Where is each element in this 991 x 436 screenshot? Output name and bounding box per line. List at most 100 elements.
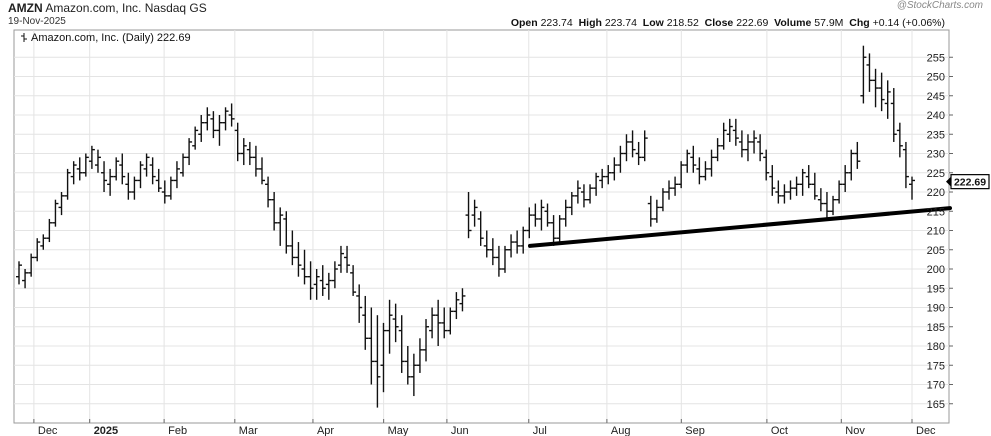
- ohlc-bar: [101, 161, 108, 192]
- ohlc-bar: [471, 199, 478, 227]
- ohlc-bar: [757, 134, 764, 162]
- ohlc-bar: [410, 353, 417, 397]
- ohlc-bar: [58, 192, 65, 216]
- chart-title: AMZN Amazon.com, Inc. Nasdaq GS: [8, 1, 207, 15]
- ohlc-bar: [119, 153, 126, 185]
- ohlc-bar: [702, 161, 709, 181]
- ohlc-bar: [848, 149, 855, 181]
- ohlc-bar: [732, 118, 739, 146]
- ohlc-bar: [380, 322, 387, 393]
- y-tick-label: 245: [927, 91, 945, 103]
- ohlc-bar: [94, 149, 101, 173]
- ohlc-bar: [40, 234, 47, 250]
- ohlc-bar: [605, 165, 612, 185]
- y-tick-label: 250: [927, 72, 945, 84]
- ohlc-bar: [368, 307, 375, 385]
- chart-legend: Amazon.com, Inc. (Daily) 222.69: [19, 32, 191, 44]
- ohlc-bar: [726, 118, 733, 142]
- ohlc-bar: [811, 172, 818, 200]
- ohlc-bar: [611, 157, 618, 181]
- ohlc-bar: [896, 122, 903, 158]
- x-tick-label: Jun: [451, 425, 469, 436]
- ohlc-bar: [149, 157, 156, 185]
- last-price-tag: 222.69: [946, 174, 990, 190]
- ohlc-bar: [34, 238, 41, 262]
- ohlc-bar: [107, 168, 114, 196]
- close-label: Close: [704, 17, 734, 29]
- ohlc-bar: [653, 199, 660, 223]
- ohlc-bar: [228, 103, 235, 127]
- ohlc-bar: [392, 303, 399, 343]
- ohlc-bar: [374, 315, 381, 408]
- ohlc-bar: [866, 53, 873, 92]
- ohlc-bar: [222, 107, 229, 131]
- ohlc-bar: [198, 115, 205, 142]
- ohlc-series: [16, 45, 915, 408]
- ohlc-bar: [878, 72, 885, 112]
- ohlc-bar: [344, 245, 351, 273]
- ohlc-bar: [909, 176, 915, 200]
- ohlc-bar: [781, 184, 788, 204]
- ohlc-bar: [629, 130, 636, 158]
- ohlc-bar: [70, 161, 77, 185]
- x-tick-label: Jul: [533, 425, 547, 436]
- ohlc-bar: [902, 141, 909, 189]
- ohlc-bar: [751, 130, 758, 154]
- ohlc-bar: [684, 149, 691, 173]
- x-tick-label: 2025: [94, 425, 118, 436]
- x-tick-label: Nov: [845, 425, 865, 436]
- price-tag-pointer: [946, 176, 951, 187]
- ohlc-bar: [823, 192, 830, 219]
- ohlc-bar: [131, 176, 138, 200]
- ohlc-bar: [88, 145, 95, 169]
- y-tick-label: 235: [927, 129, 945, 141]
- ohlc-bar: [538, 199, 545, 231]
- low-label: Low: [642, 17, 664, 29]
- ohlc-bar: [514, 230, 521, 254]
- exchange-name: Nasdaq GS: [144, 1, 207, 15]
- ohlc-bar: [216, 115, 223, 146]
- ohlc-bar: [805, 165, 812, 189]
- open-value: 223.74: [540, 17, 573, 29]
- ohlc-bar: [568, 192, 575, 216]
- y-tick-label: 225: [927, 168, 945, 180]
- x-axis: Dec 2025 Feb Mar Apr May Jun Jul Aug Sep Oct Nov Dec: [33, 419, 936, 436]
- y-tick-label: 195: [927, 283, 945, 295]
- trendline: [528, 206, 952, 248]
- x-tick-label: Apr: [317, 425, 334, 436]
- ohlc-bar: [744, 134, 751, 162]
- ohlc-bar: [295, 242, 302, 277]
- y-tick-label: 230: [927, 149, 945, 161]
- ohlc-bar: [173, 161, 180, 189]
- ohlc-bar: [599, 168, 606, 189]
- ohlc-bar: [234, 122, 241, 162]
- x-tick-label: Mar: [239, 425, 258, 436]
- x-tick-label: Dec: [38, 425, 58, 436]
- ohlc-bar: [137, 161, 144, 189]
- ohlc-bar: [113, 157, 120, 181]
- ohlc-bar: [265, 176, 272, 208]
- y-axis: 165 170 175 180 185 190 195 200 205 210 215 220 225 2…: [927, 52, 953, 411]
- ohlc-bar: [76, 157, 83, 181]
- ohlc-bar: [526, 207, 533, 239]
- high-value: 223.74: [604, 17, 637, 29]
- y-tick-label: 215: [927, 206, 945, 218]
- ohlc-bar: [890, 88, 897, 142]
- ohlc-bar: [562, 199, 569, 227]
- x-tick-label: Sep: [685, 425, 705, 436]
- ohlc-bar: [350, 265, 357, 296]
- ohlc-bar: [155, 168, 162, 192]
- ohlc-bar: [708, 149, 715, 177]
- ohlc-bar: [884, 80, 891, 119]
- ohlc-bar: [398, 315, 405, 373]
- ohlc-bar: [508, 234, 515, 258]
- ohlc-bar: [763, 149, 770, 181]
- ohlc-bar: [483, 230, 490, 258]
- ohlc-bar: [319, 265, 326, 296]
- ohlc-bar: [22, 269, 29, 289]
- ohlc-bar: [860, 45, 867, 104]
- ohlc-bar: [854, 141, 861, 169]
- ohlc-bar: [210, 111, 217, 139]
- y-tick-label: 170: [927, 380, 945, 392]
